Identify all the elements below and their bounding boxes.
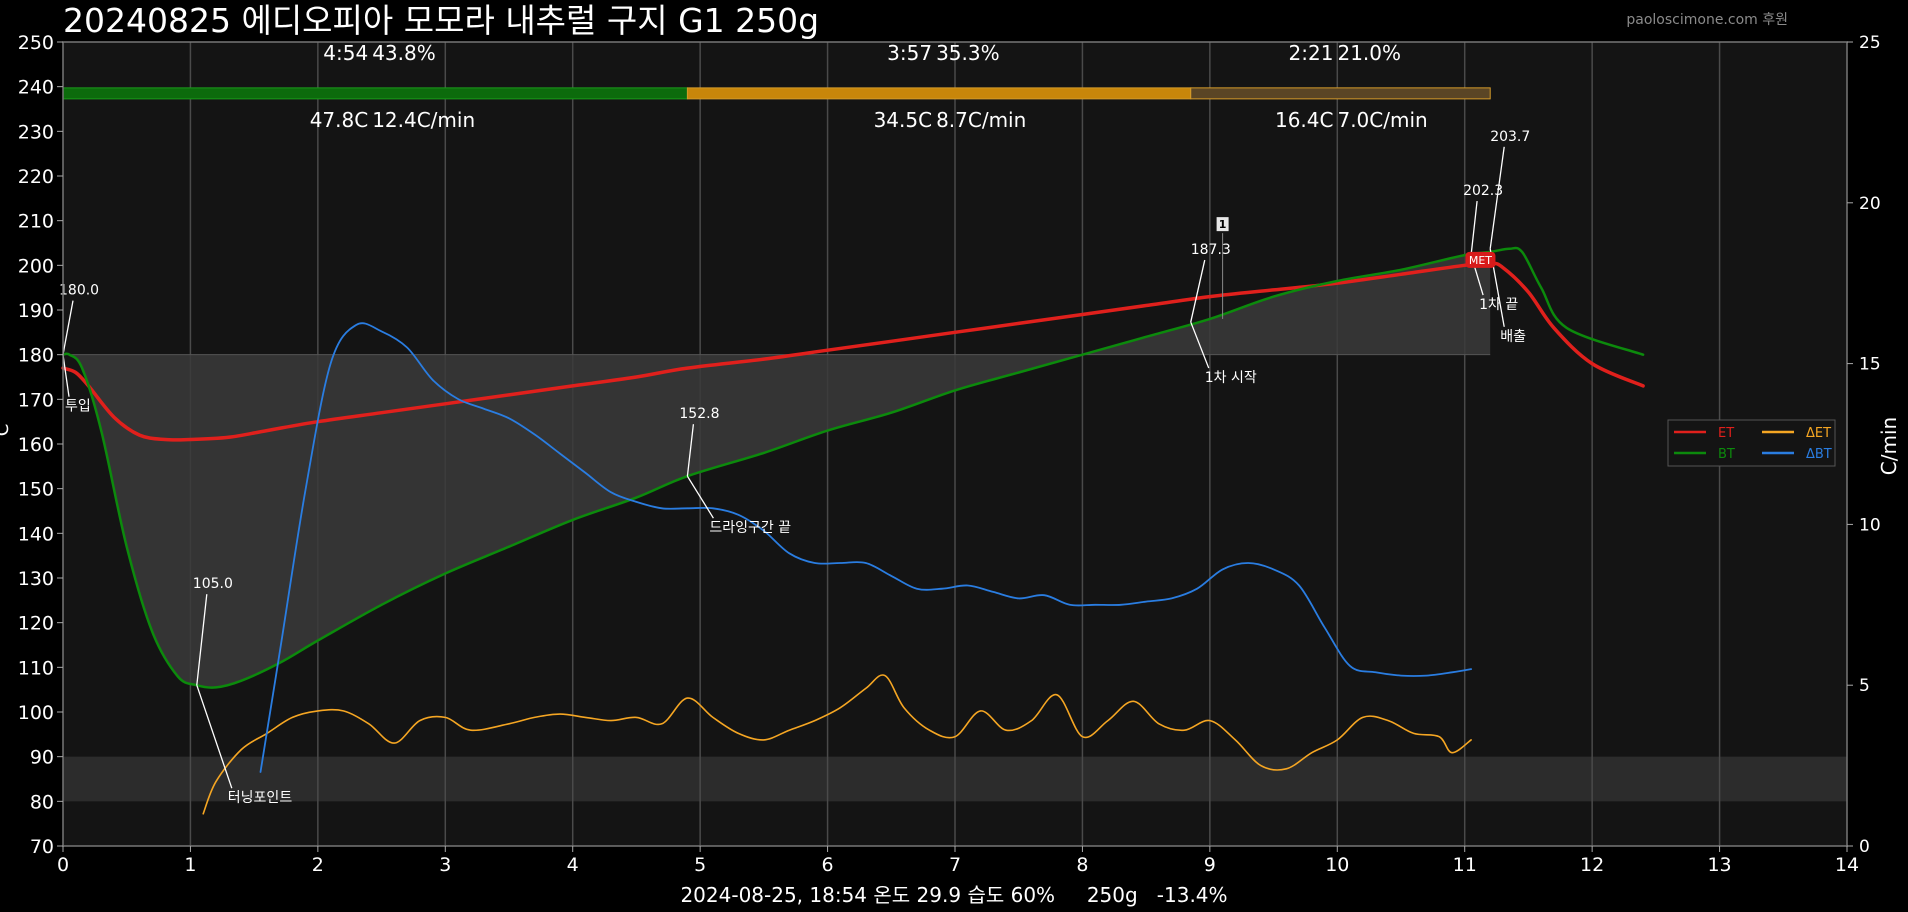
chart-title: 20240825 에디오피아 모모라 내추럴 구지 G1 250g [63,1,819,40]
phase-delta-0: 47.8C [310,108,369,132]
legend-label-2: ΔET [1806,426,1831,441]
y-tick-label-200: 200 [18,255,54,277]
y-tick-label-80: 80 [30,791,54,813]
legend-label-1: BT [1718,447,1735,462]
series-line-2 [202,674,1472,815]
annotation-label-7: 1차 시작 [1205,370,1257,386]
phase-time-1: 3:57 [887,41,932,65]
phase-time-2: 2:21 [1289,41,1334,65]
annotation-label-6: 187.3 [1191,242,1231,258]
y-tick-label-230: 230 [18,121,54,143]
x-tick-label-14: 14 [1835,854,1859,876]
y-axis-label-left: C [0,424,13,437]
y-tick-label-110: 110 [18,657,54,679]
phase-rate-2: 7.0C/min [1337,108,1427,132]
watermark: paoloscimone.com 후원 [1626,12,1788,28]
legend-label-0: ET [1718,426,1734,441]
x-tick-label-8: 8 [1076,854,1088,876]
x-tick-label-12: 12 [1580,854,1604,876]
x-tick-label-7: 7 [949,854,961,876]
annotation-pointer-1 [62,354,70,397]
annotation-pointer-2 [196,594,208,686]
y-tick-label-210: 210 [18,211,54,233]
annotation-label-10: 203.7 [1490,129,1530,145]
annotations: 180.0 투입 105.0 터닝포인트 152.8 드라잉구간 끝 187.3 1차 시작 2… [59,129,1530,806]
y-tick-label-100: 100 [18,702,54,724]
phase-delta-2: 16.4C [1275,108,1334,132]
y-tick-label-170: 170 [18,389,54,411]
y2-tick-label-20: 20 [1859,194,1881,214]
x-tick-label-3: 3 [439,854,451,876]
phase-rate-0: 12.4C/min [372,108,475,132]
phase-percent-2: 21.0% [1337,41,1401,65]
annotation-label-8: 202.3 [1463,183,1503,199]
annotation-pointer-10 [1489,146,1505,249]
annotation-label-3: 터닝포인트 [228,790,293,806]
annotation-pointer-0 [62,300,74,355]
y2-tick-label-15: 15 [1859,355,1881,375]
series-line-3 [259,322,1472,773]
y-tick-label-180: 180 [18,345,54,367]
y-tick-label-160: 160 [18,434,54,456]
x-tick-label-1: 1 [184,854,196,876]
y-tick-label-70: 70 [30,836,54,858]
y2-tick-label-5: 5 [1859,676,1870,696]
y-tick-label-150: 150 [18,479,54,501]
annotation-label-1: 투입 [65,399,91,415]
annotation-label-2: 105.0 [193,576,233,592]
x-tick-label-0: 0 [57,854,69,876]
y-tick-label-220: 220 [18,166,54,188]
footer-info: 2024-08-25, 18:54 온도 29.9 습도 60% 250g -1… [680,883,1227,907]
area-under-curve [63,251,1491,688]
phase-percent-1: 35.3% [936,41,1000,65]
annotation-pointer-7 [1190,321,1210,369]
x-tick-label-10: 10 [1325,854,1349,876]
x-tick-label-2: 2 [312,854,324,876]
y-tick-label-90: 90 [30,747,54,769]
y-tick-label-140: 140 [18,523,54,545]
x-tick-label-13: 13 [1707,854,1731,876]
y-tick-label-250: 250 [18,32,54,54]
phase-percent-0: 43.8% [372,41,436,65]
y2-tick-label-25: 25 [1859,33,1881,53]
annotation-pointer-8 [1470,200,1478,256]
x-tick-label-5: 5 [694,854,706,876]
annotation-label-0: 180.0 [59,283,99,299]
annotation-label-11: 배출 [1500,329,1526,345]
y2-tick-label-10: 10 [1859,515,1881,535]
annotation-label-9: 1차 끝 [1479,297,1518,313]
phase-bar-2 [1190,87,1491,100]
annotation-label-4: 152.8 [679,406,719,422]
y-tick-label-130: 130 [18,568,54,590]
marker-label-0: 1 [1219,218,1227,231]
marker-badge-0 [1216,217,1229,232]
phase-delta-1: 34.5C [874,108,933,132]
phase-bars: 4:54 43.8% 47.8C 12.4C/min 3:57 35.3% 34.5C 8.7… [62,41,1491,132]
phase-bar-1 [686,87,1192,100]
legend-label-3: ΔBT [1806,447,1832,462]
phase-bar-0 [62,87,688,100]
phase-rate-1: 8.7C/min [936,108,1026,132]
x-tick-label-6: 6 [822,854,834,876]
x-tick-label-11: 11 [1453,854,1477,876]
phase-time-0: 4:54 [323,41,368,65]
annotation-pointer-6 [1190,259,1206,323]
y2-tick-label-0: 0 [1859,837,1870,857]
y-tick-label-190: 190 [18,300,54,322]
annotation-label-5: 드라잉구간 끝 [709,520,791,536]
y-tick-label-240: 240 [18,77,54,99]
legend-box [1667,419,1836,467]
x-tick-label-9: 9 [1204,854,1216,876]
legend: ET BT ΔET ΔBT [1667,419,1836,467]
y-tick-label-120: 120 [18,613,54,635]
y-axis-label-right: C/min [1877,417,1901,475]
series-line-1 [61,246,1645,689]
annotation-pointer-3 [196,684,233,789]
marker-label-1: MET [1469,254,1492,267]
x-tick-label-4: 4 [567,854,579,876]
marker-badge-1 [1465,251,1496,268]
annotation-pointer-5 [686,475,714,519]
annotation-pointer-4 [686,424,695,477]
